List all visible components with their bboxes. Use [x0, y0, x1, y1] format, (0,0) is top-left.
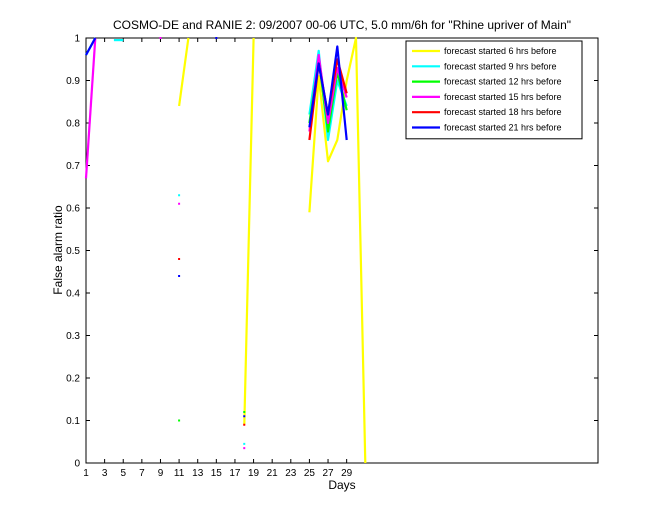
series-line — [85, 37, 97, 56]
legend-entry: forecast started 9 hrs before — [444, 61, 557, 71]
axis-ticks: 1 3 5 7 9 11 13 15 17 19 21 23 25 27 2900.10.20.30.40.… — [66, 34, 598, 479]
data-point — [243, 423, 246, 426]
data-point — [178, 194, 181, 197]
series-layer — [84, 36, 367, 464]
y-tick-label: 0.8 — [66, 119, 80, 130]
data-point — [243, 447, 246, 450]
series-line — [308, 36, 367, 464]
chart-title: COSMO-DE and RANIE 2: 09/2007 00-06 UTC,… — [113, 18, 571, 32]
y-tick-label: 0.9 — [66, 76, 80, 87]
y-tick-label: 0.2 — [66, 374, 80, 385]
x-tick-label: 1 — [83, 468, 89, 479]
y-tick-label: 1 — [74, 34, 80, 45]
data-point — [178, 202, 181, 205]
x-tick-label: 29 — [341, 468, 353, 479]
x-axis-label: Days — [328, 478, 355, 492]
x-tick-label: 19 — [248, 468, 260, 479]
legend-entry: forecast started 21 hrs before — [444, 123, 562, 133]
data-point — [159, 37, 162, 39]
series-line — [243, 37, 255, 425]
y-tick-label: 0.3 — [66, 331, 80, 342]
legend: forecast started 6 hrs before forecast st… — [405, 40, 583, 140]
series-line — [84, 37, 97, 179]
x-tick-label: 17 — [229, 468, 241, 479]
x-tick-label: 15 — [211, 468, 223, 479]
x-tick-label: 23 — [285, 468, 297, 479]
data-point — [243, 415, 246, 418]
legend-entry: forecast started 12 hrs before — [444, 77, 562, 87]
x-tick-label: 9 — [158, 468, 164, 479]
series-line — [178, 37, 190, 107]
series-1 — [178, 36, 367, 464]
series-6 — [85, 37, 348, 418]
legend-entry: forecast started 18 hrs before — [444, 107, 562, 117]
y-tick-label: 0 — [74, 459, 80, 470]
y-tick-label: 0.4 — [66, 289, 80, 300]
series-line — [308, 45, 348, 141]
legend-box — [405, 40, 583, 140]
data-point — [243, 442, 246, 445]
x-tick-label: 5 — [120, 468, 126, 479]
y-tick-label: 0.1 — [66, 416, 80, 427]
x-tick-label: 27 — [322, 468, 334, 479]
y-tick-label: 0.5 — [66, 246, 80, 257]
x-tick-label: 25 — [304, 468, 316, 479]
x-tick-label: 13 — [192, 468, 204, 479]
data-point — [215, 37, 218, 39]
x-tick-label: 21 — [267, 468, 279, 479]
y-axis-label: False alarm ratio — [51, 205, 65, 295]
legend-entry: forecast started 6 hrs before — [444, 46, 557, 56]
data-point — [178, 275, 181, 277]
y-tick-label: 0.7 — [66, 161, 80, 172]
y-tick-label: 0.6 — [66, 204, 80, 215]
legend-entry: forecast started 15 hrs before — [444, 92, 562, 102]
data-point — [243, 411, 246, 413]
data-point — [178, 258, 181, 260]
data-point — [178, 419, 181, 422]
x-tick-label: 7 — [139, 468, 145, 479]
x-tick-label: 11 — [174, 468, 185, 479]
x-tick-label: 3 — [102, 468, 108, 479]
